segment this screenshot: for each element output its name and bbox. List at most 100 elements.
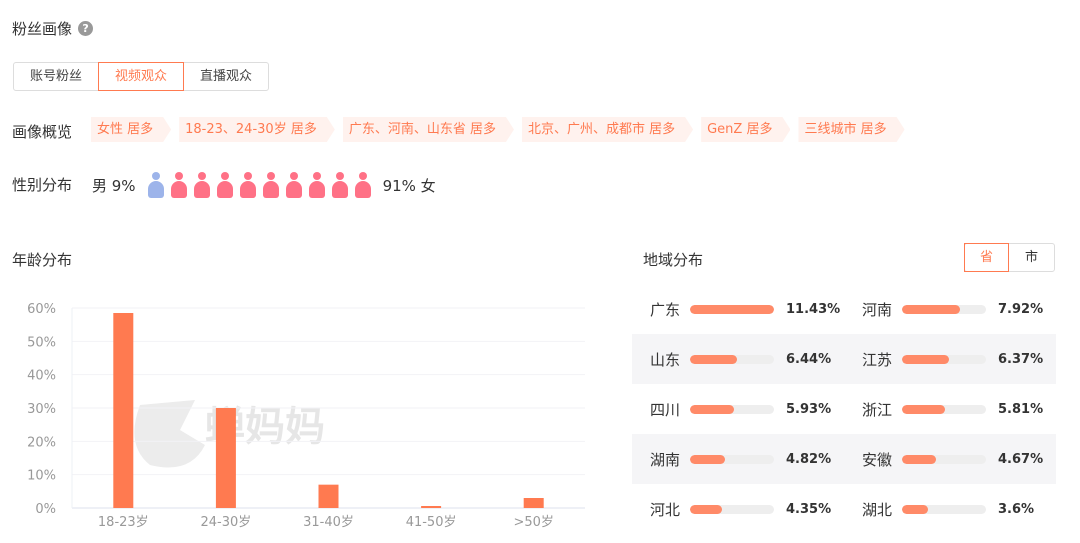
region-percent: 6.44%	[786, 351, 832, 367]
age-title: 年龄分布	[12, 251, 73, 269]
question-circle-icon[interactable]: ?	[78, 21, 94, 36]
region-item: 湖南 4.82%	[632, 449, 844, 470]
overview-tags: 女性 居多 18-23、24-30岁 居多 广东、河南、山东省 居多 北京、广州…	[91, 117, 905, 142]
region-bar	[690, 454, 774, 464]
y-tick-label: 0%	[35, 502, 56, 517]
overview-tag: 北京、广州、成都市 居多	[522, 117, 693, 142]
region-item: 广东 11.43%	[632, 299, 844, 320]
female-person-icon	[331, 172, 349, 198]
y-tick-label: 30%	[27, 402, 56, 417]
region-name: 河北	[650, 500, 681, 519]
region-item: 湖北 3.6%	[844, 499, 1056, 520]
female-person-icon	[216, 172, 234, 198]
region-row: 湖南 4.82% 安徽 4.67%	[632, 434, 1056, 484]
region-name: 湖南	[650, 450, 681, 469]
region-item: 江苏 6.37%	[844, 349, 1056, 370]
toggle-province[interactable]: 省	[964, 243, 1009, 272]
region-item: 山东 6.44%	[632, 349, 844, 370]
female-person-icon	[285, 172, 303, 198]
female-person-icon	[193, 172, 211, 198]
y-tick-label: 20%	[27, 435, 56, 450]
y-tick-label: 40%	[27, 369, 56, 384]
page-title: 粉丝画像?	[12, 18, 94, 39]
x-tick-label: 18-23岁	[98, 515, 149, 530]
region-percent: 4.67%	[998, 451, 1044, 467]
female-person-icon	[262, 172, 280, 198]
x-tick-label: 31-40岁	[303, 515, 354, 530]
region-item: 浙江 5.81%	[844, 399, 1056, 420]
region-bar	[690, 504, 774, 514]
region-bar	[690, 354, 774, 364]
overview-label: 画像概览	[12, 123, 73, 141]
female-percent: 91% 女	[382, 176, 436, 195]
region-name: 安徽	[862, 450, 893, 469]
region-bar	[690, 404, 774, 414]
region-bar	[902, 404, 986, 414]
region-item: 河南 7.92%	[844, 299, 1056, 320]
y-tick-label: 50%	[27, 335, 56, 350]
watermark-icon	[134, 400, 205, 468]
region-bar	[902, 454, 986, 464]
female-person-icon	[308, 172, 326, 198]
region-name: 河南	[862, 300, 893, 319]
male-person-icon	[147, 172, 165, 198]
y-tick-label: 10%	[27, 469, 56, 484]
overview-tag: GenZ 居多	[701, 117, 790, 142]
region-row: 山东 6.44% 江苏 6.37%	[632, 334, 1056, 384]
region-item: 四川 5.93%	[632, 399, 844, 420]
region-percent: 5.81%	[998, 401, 1044, 417]
region-name: 浙江	[862, 400, 893, 419]
male-percent: 男 9%	[92, 176, 136, 195]
region-item: 安徽 4.67%	[844, 449, 1056, 470]
region-bar	[902, 354, 986, 364]
gender-label: 性别分布	[12, 176, 73, 194]
region-percent: 5.93%	[786, 401, 832, 417]
region-row: 河北 4.35% 湖北 3.6%	[632, 484, 1056, 534]
region-percent: 7.92%	[998, 301, 1044, 317]
tab-video-audience[interactable]: 视频观众	[98, 62, 185, 91]
bar	[421, 506, 442, 508]
toggle-city[interactable]: 市	[1024, 250, 1038, 265]
tab-account-fans[interactable]: 账号粉丝	[30, 69, 83, 84]
region-title: 地域分布	[643, 251, 704, 269]
region-percent: 11.43%	[786, 301, 841, 317]
x-tick-label: 41-50岁	[406, 515, 457, 530]
bar	[523, 498, 544, 508]
region-row: 广东 11.43% 河南 7.92%	[632, 284, 1056, 334]
y-tick-label: 60%	[27, 302, 56, 317]
female-person-icon	[354, 172, 372, 198]
title-text: 粉丝画像	[12, 20, 73, 38]
region-bar	[902, 304, 986, 314]
region-row: 四川 5.93% 浙江 5.81%	[632, 384, 1056, 434]
region-name: 湖北	[862, 500, 893, 519]
region-list: 广东 11.43% 河南 7.92% 山东 6.44% 江苏 6.37% 四川 5.93% 浙江 5.…	[632, 284, 1056, 534]
region-item: 河北 4.35%	[632, 499, 844, 520]
overview-tag: 三线城市 居多	[798, 117, 904, 142]
overview-tag: 18-23、24-30岁 居多	[179, 117, 335, 142]
bar	[318, 484, 339, 508]
region-name: 四川	[650, 400, 681, 419]
region-name: 山东	[650, 350, 681, 369]
region-percent: 4.35%	[786, 501, 832, 517]
region-percent: 4.82%	[786, 451, 832, 467]
overview-tag: 女性 居多	[91, 117, 171, 142]
x-tick-label: >50岁	[513, 515, 553, 530]
female-person-icon	[239, 172, 257, 198]
audience-tabs: 账号粉丝 视频观众 直播观众	[13, 62, 270, 91]
gender-icons	[147, 172, 372, 198]
region-name: 江苏	[862, 350, 893, 369]
region-percent: 3.6%	[998, 501, 1035, 517]
tab-live-audience[interactable]: 直播观众	[200, 69, 253, 84]
region-bar	[690, 304, 774, 314]
region-bar	[902, 504, 986, 514]
bar	[113, 313, 134, 508]
region-toggle: 省 市	[964, 243, 1055, 272]
region-percent: 6.37%	[998, 351, 1044, 367]
x-tick-label: 24-30岁	[201, 515, 252, 530]
overview-tag: 广东、河南、山东省 居多	[343, 117, 514, 142]
gender-distribution: 男 9% 91% 女	[92, 172, 436, 198]
region-name: 广东	[650, 300, 681, 319]
female-person-icon	[170, 172, 188, 198]
bar	[215, 408, 236, 508]
